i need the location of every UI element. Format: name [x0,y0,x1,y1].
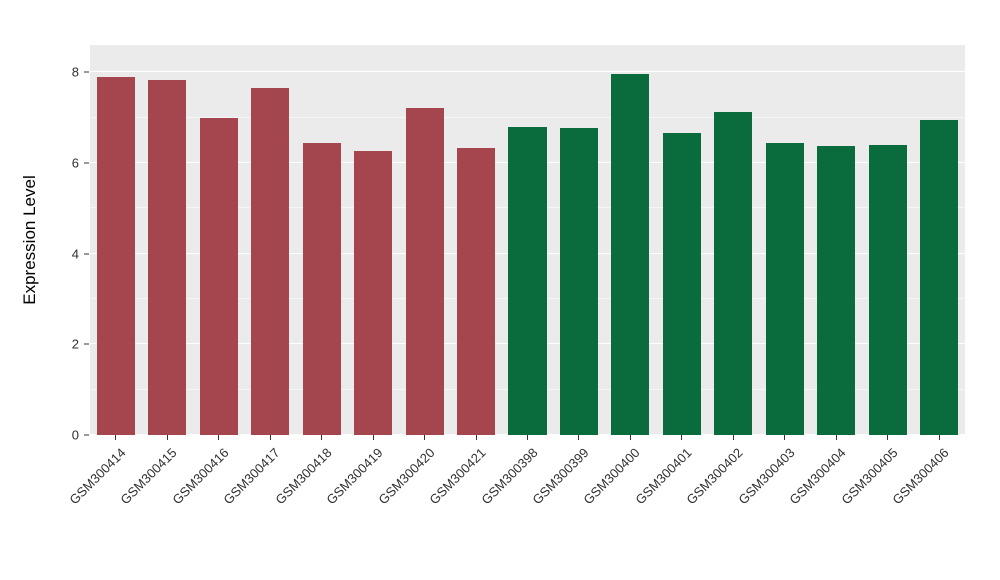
y-tick-mark [84,343,89,345]
y-tick-mark [84,162,89,164]
y-tick-label: 8 [71,64,79,80]
bar-GSM300418 [302,143,341,435]
x-tick-mark [527,435,528,440]
bar-GSM300404 [817,145,856,435]
y-tick-label: 2 [71,336,79,352]
y-tick-label: 4 [71,246,79,262]
bar-slot [141,45,192,435]
x-tick-mark [938,435,940,440]
bar-slot [502,45,553,435]
bar-slot [708,45,759,435]
bar-GSM300419 [354,150,393,435]
x-tick-mark [732,435,734,440]
bar-GSM300420 [405,107,444,435]
plot-panel [90,45,965,435]
bar-GSM300403 [765,142,804,435]
x-tick-mark [629,435,631,440]
bar-GSM300414 [96,76,135,435]
bar-slot [811,45,862,435]
x-tick-mark [475,435,477,440]
bar-slot [193,45,244,435]
bar-slot [862,45,913,435]
y-tick-mark [84,71,89,73]
x-tick-mark [218,435,220,440]
bar-GSM300406 [920,119,959,435]
x-tick-mark [784,435,786,440]
bar-slot [605,45,656,435]
x-tick-mark [578,435,580,440]
bar-GSM300417 [251,88,290,435]
bar-slot [553,45,604,435]
bar-GSM300401 [662,132,701,435]
bar-slot [914,45,965,435]
bar-slot [450,45,501,435]
bar-GSM300421 [456,147,496,435]
y-tick-label: 0 [71,427,79,443]
x-tick-mark [269,435,271,440]
x-tick-mark [424,435,426,440]
bar-slot [347,45,398,435]
bar-slot [399,45,450,435]
bars-container [90,45,965,435]
bar-slot [759,45,810,435]
bar-slot [656,45,707,435]
x-tick-mark [321,435,323,440]
bar-GSM300398 [508,126,547,435]
x-tick-mark [681,435,683,440]
x-tick-mark [115,435,117,440]
bar-GSM300415 [148,80,187,435]
y-axis-title: Expression Level [20,175,39,305]
bar-GSM300416 [199,117,238,435]
y-tick-mark [84,434,89,436]
x-tick-mark [887,435,889,440]
x-tick-mark [835,435,837,440]
x-tick-mark [372,435,374,440]
bar-GSM300402 [714,111,753,435]
bar-slot [296,45,347,435]
bar-GSM300399 [559,128,598,435]
bar-GSM300405 [868,145,907,435]
bar-GSM300400 [611,74,650,435]
y-tick-label: 6 [71,155,79,171]
bar-slot [244,45,295,435]
bar-slot [90,45,141,435]
y-tick-mark [84,253,89,255]
x-tick-mark [166,435,168,440]
